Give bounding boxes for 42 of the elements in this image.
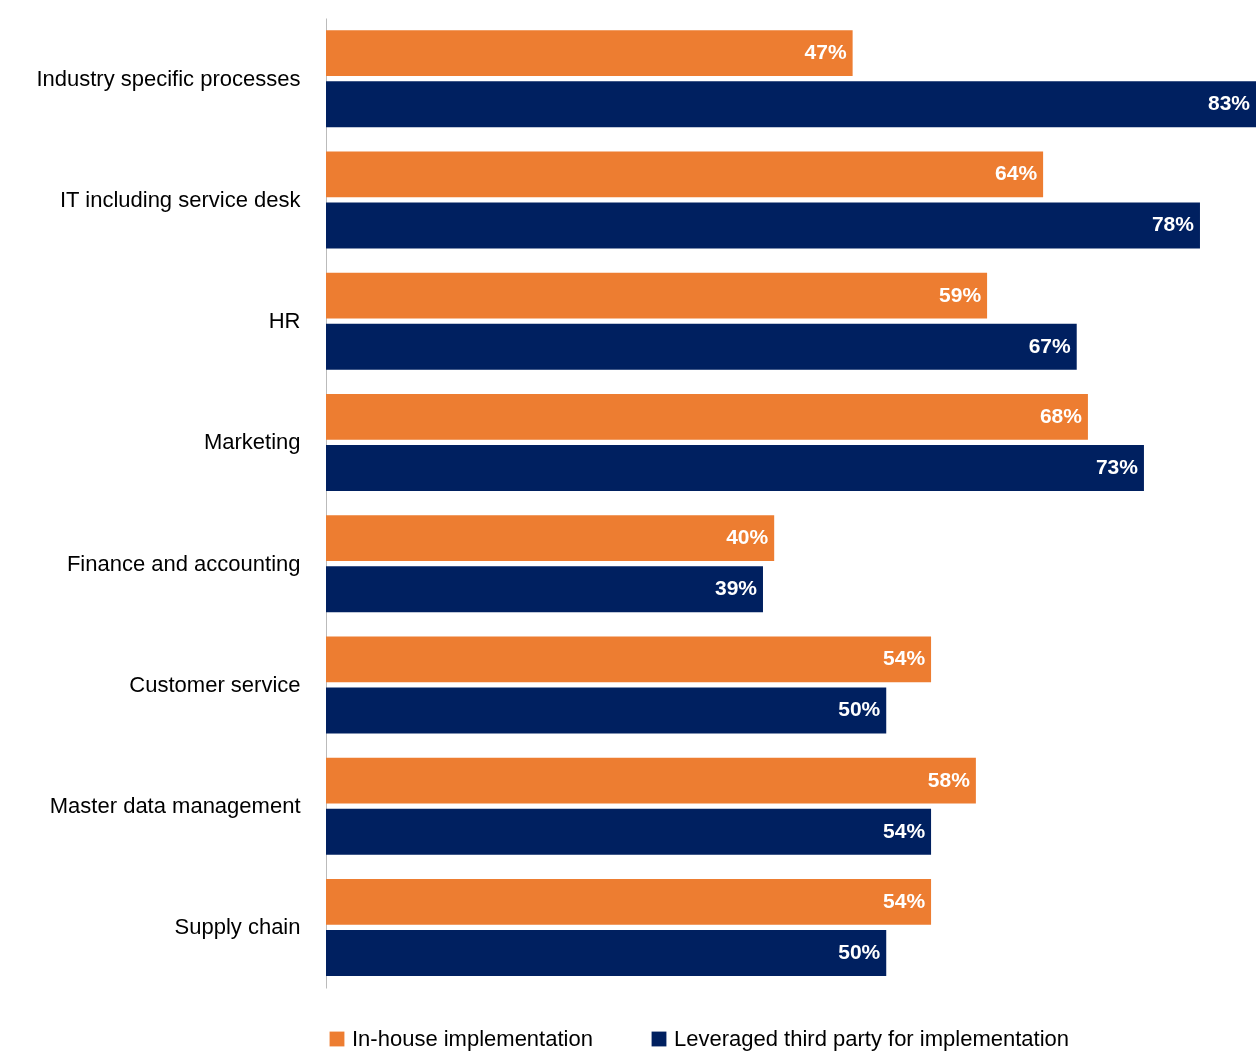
bar xyxy=(326,878,932,925)
data-label: 54% xyxy=(883,888,926,912)
data-label: 54% xyxy=(883,646,926,670)
y-tick-label: Customer service xyxy=(129,671,301,697)
y-tick-label: Finance and accounting xyxy=(66,550,301,576)
bar xyxy=(326,30,853,77)
data-label: 83% xyxy=(1207,91,1251,115)
data-label: 54% xyxy=(883,818,926,842)
y-tick-label: Marketing xyxy=(203,429,301,455)
data-label: 40% xyxy=(726,525,769,549)
y-tick-label: HR xyxy=(268,308,301,334)
data-label: 59% xyxy=(939,282,982,306)
data-label: 50% xyxy=(838,697,881,721)
data-label: 58% xyxy=(927,767,971,791)
bar xyxy=(326,81,1256,128)
bar xyxy=(326,393,1088,440)
y-tick-label: Industry specific processes xyxy=(36,65,301,91)
data-label: 67% xyxy=(1028,333,1072,357)
bar xyxy=(326,515,775,562)
bar xyxy=(326,151,1044,198)
bar xyxy=(326,757,976,804)
data-label: 78% xyxy=(1151,212,1195,236)
bar xyxy=(326,687,887,734)
data-label: 39% xyxy=(714,576,758,600)
bar xyxy=(326,272,988,319)
legend-label: Leveraged third party for implementation xyxy=(674,1026,1069,1051)
bar xyxy=(326,202,1200,249)
bar xyxy=(326,444,1144,491)
legend-label: In-house implementation xyxy=(352,1026,593,1051)
y-tick-label: IT including service desk xyxy=(60,186,302,212)
data-label: 47% xyxy=(804,40,847,64)
bar xyxy=(326,808,932,855)
bar xyxy=(326,929,887,976)
bar xyxy=(326,566,763,613)
data-label: 73% xyxy=(1095,454,1139,478)
bar xyxy=(326,323,1077,370)
y-tick-label: Master data management xyxy=(49,793,301,819)
data-label: 64% xyxy=(995,161,1038,185)
y-tick-label: Supply chain xyxy=(174,914,301,940)
bar xyxy=(326,636,932,683)
data-label: 68% xyxy=(1039,403,1083,427)
data-label: 50% xyxy=(838,939,881,963)
